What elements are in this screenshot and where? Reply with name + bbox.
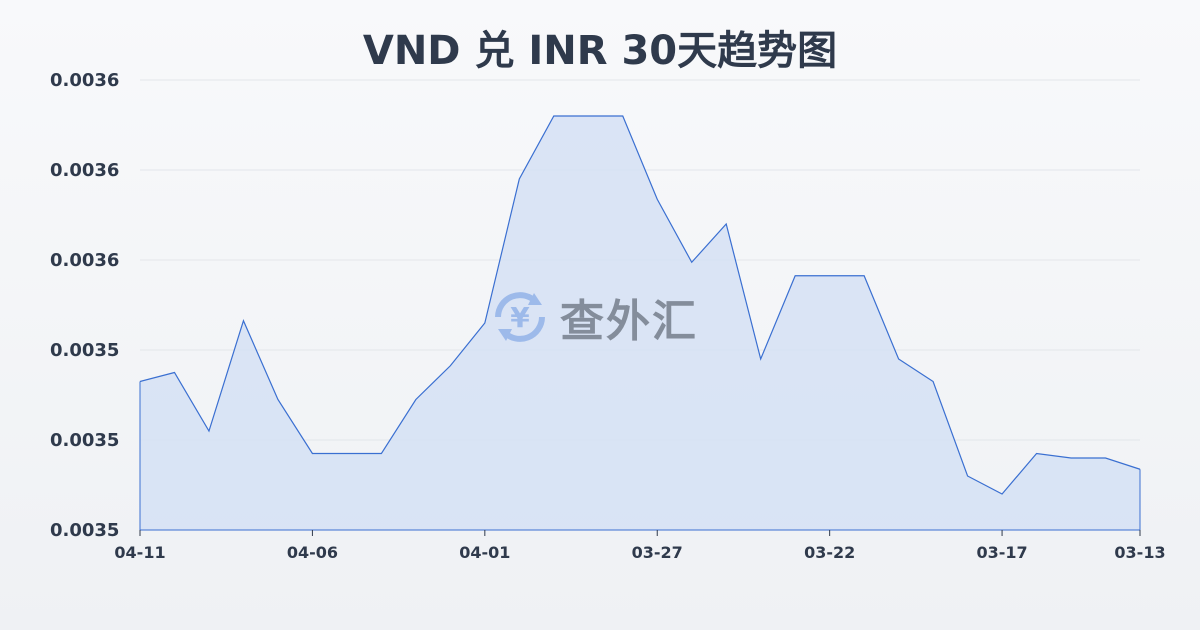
x-tick-label: 03-17 <box>976 543 1027 562</box>
series-line <box>139 115 1141 495</box>
y-tick-label: 0.0036 <box>50 160 119 181</box>
x-tick-label: 04-06 <box>287 543 338 562</box>
chart-title: VND 兑 INR 30天趋势图 <box>362 28 838 74</box>
x-tick-label: 04-01 <box>459 543 510 562</box>
x-tick-label: 04-11 <box>114 543 165 562</box>
x-tick-label: 03-22 <box>804 543 855 562</box>
x-tick-label: 03-13 <box>1114 543 1165 562</box>
area-fill <box>140 116 1140 530</box>
y-tick-label: 0.0035 <box>50 340 119 361</box>
svg-text:¥: ¥ <box>510 301 530 334</box>
watermark: ¥ 查外汇 <box>490 285 698 349</box>
yen-exchange-icon: ¥ <box>495 292 545 342</box>
watermark-text: 查外汇 <box>560 296 698 347</box>
y-tick-label: 0.0036 <box>50 70 119 91</box>
y-tick-label: 0.0036 <box>50 250 119 271</box>
y-tick-label: 0.0035 <box>50 430 119 451</box>
x-tick-label: 03-27 <box>632 543 683 562</box>
y-tick-label: 0.0035 <box>50 520 119 541</box>
